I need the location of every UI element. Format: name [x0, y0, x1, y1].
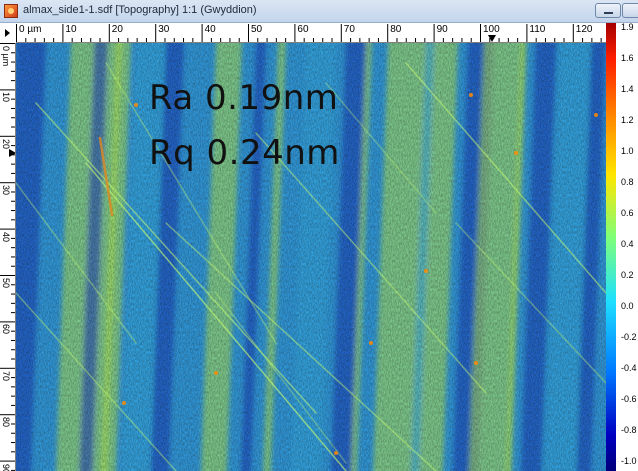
- color-scale-tick-label: 0.0: [621, 301, 634, 311]
- color-scale-tick-label: 1.4: [621, 84, 634, 94]
- ruler-corner-arrow-icon: [5, 29, 10, 37]
- horizontal-ruler-label: 40: [204, 24, 216, 35]
- ruler-corner[interactable]: [0, 23, 16, 43]
- window-title: almax_side1-1.sdf [Topography] 1:1 (Gwyd…: [23, 4, 257, 16]
- color-scale-tick-label: 1.9: [621, 22, 634, 32]
- color-scale-tick-label: 0.8: [621, 177, 634, 187]
- color-scale-tick-label: 1.0: [621, 146, 634, 156]
- color-scale-labels: [616, 23, 638, 471]
- horizontal-ruler-label: 70: [343, 24, 355, 35]
- topography-image[interactable]: [16, 43, 606, 471]
- color-scale-tick-label: 1.6: [621, 53, 634, 63]
- horizontal-ruler-label: 20: [111, 24, 123, 35]
- color-scale-tick-label: 0.6: [621, 208, 634, 218]
- horizontal-ruler: 0 µm 10 20 30 40 50 60 70 80 90 100 110 120: [16, 23, 606, 43]
- horizontal-ruler-label: 100: [483, 24, 500, 35]
- color-scale-tick-label: -1.0: [621, 456, 637, 466]
- vertical-ruler-label: 50: [1, 278, 11, 289]
- height-color-scale-bar: [606, 23, 616, 471]
- color-scale-tick-label: -0.6: [621, 394, 637, 404]
- color-scale-tick-label: -0.4: [621, 363, 637, 373]
- vertical-ruler-label: 60: [1, 324, 11, 335]
- vertical-ruler-label: 0 µm: [1, 46, 11, 67]
- color-scale-tick-label: -0.8: [621, 425, 637, 435]
- horizontal-ruler-position-marker: [488, 35, 496, 42]
- vertical-ruler-label: 90: [1, 463, 11, 471]
- vertical-ruler-label: 10: [1, 92, 11, 103]
- vertical-ruler-label: 70: [1, 370, 11, 381]
- color-scale-tick-label: 0.2: [621, 270, 634, 280]
- horizontal-ruler-label: 120: [575, 24, 593, 35]
- horizontal-ruler-label: 0 µm: [19, 24, 42, 35]
- horizontal-ruler-label: 90: [436, 24, 448, 35]
- maximize-button[interactable]: [622, 3, 638, 18]
- vertical-ruler-label: 40: [1, 231, 11, 242]
- horizontal-ruler-label: 10: [65, 24, 77, 35]
- color-scale-tick-label: -0.2: [621, 332, 637, 342]
- gwyddion-app-icon[interactable]: [4, 4, 18, 18]
- horizontal-ruler-label: 80: [390, 24, 402, 35]
- roughness-rq-label: Rq 0.24nm: [149, 133, 340, 173]
- vertical-ruler-label: 20: [1, 138, 11, 149]
- horizontal-ruler-label: 110: [529, 24, 546, 35]
- vertical-ruler-label: 30: [1, 185, 11, 196]
- horizontal-ruler-label: 60: [297, 24, 309, 35]
- roughness-ra-label: Ra 0.19nm: [149, 78, 339, 118]
- minimize-button[interactable]: [595, 3, 621, 18]
- vertical-ruler-position-marker: [9, 149, 15, 157]
- horizontal-ruler-label: 30: [158, 24, 170, 35]
- color-scale-tick-label: 1.2: [621, 115, 634, 125]
- color-scale-tick-label: 0.4: [621, 239, 634, 249]
- vertical-ruler: 0 µm 10 20 30 40 50 60 70 80 90: [0, 43, 16, 471]
- window-titlebar: almax_side1-1.sdf [Topography] 1:1 (Gwyd…: [0, 0, 638, 23]
- vertical-ruler-label: 80: [1, 417, 11, 428]
- horizontal-ruler-label: 50: [251, 24, 263, 35]
